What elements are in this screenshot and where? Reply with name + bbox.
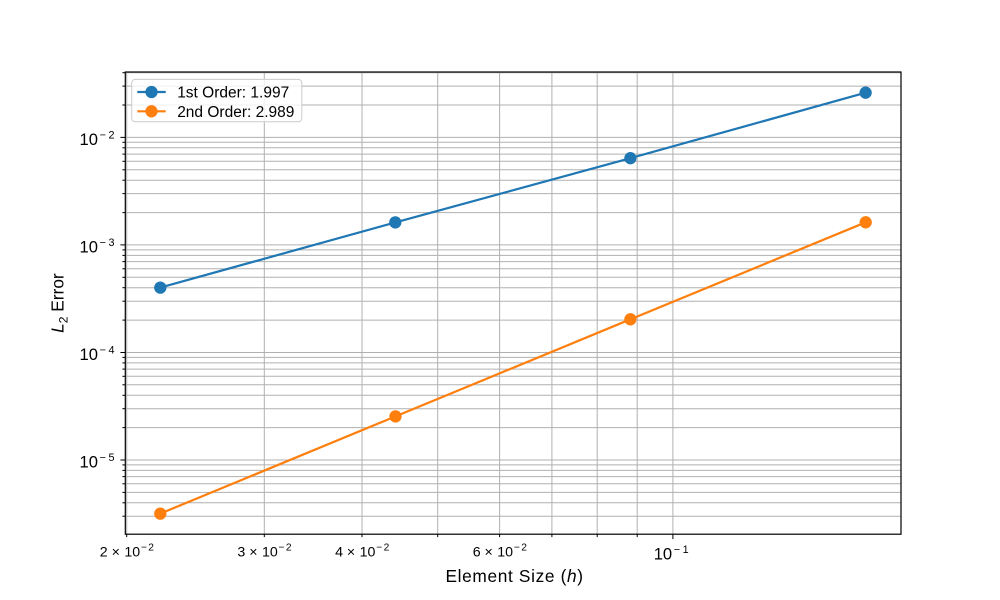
svg-text:Element Size (h): Element Size (h) <box>446 566 584 586</box>
svg-text:L2 Error: L2 Error <box>48 273 71 333</box>
svg-text:1st Order: 1.997: 1st Order: 1.997 <box>177 85 289 102</box>
svg-text:2nd Order: 2.989: 2nd Order: 2.989 <box>177 104 294 121</box>
